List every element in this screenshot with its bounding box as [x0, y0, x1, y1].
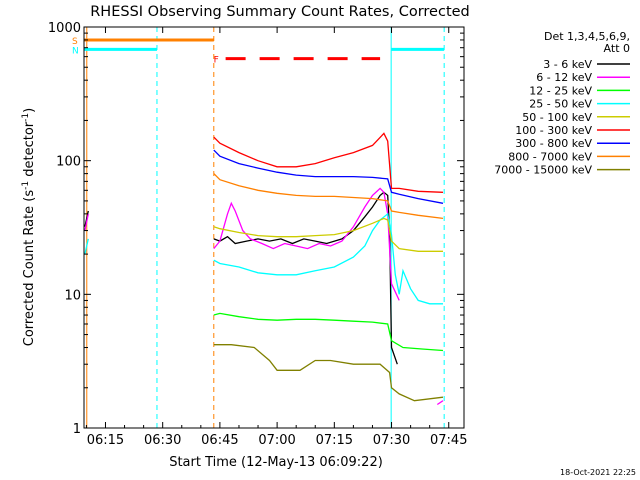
chart-title: RHESSI Observing Summary Count Rates, Co…	[90, 4, 470, 20]
x-tick-label-1: 06:30	[144, 433, 181, 448]
y-tick-label-3: 1000	[48, 21, 81, 36]
flag-label-2: F	[214, 56, 219, 66]
series-line-2-0	[213, 312, 444, 352]
y-axis-label-sup1: -1	[21, 181, 31, 190]
series-line-1-1	[213, 187, 400, 301]
series-line-6-0	[213, 149, 444, 204]
axis-layer: 06:15 06:30 06:45 07:00 07:15 07:30 07:45 1 10 10…	[48, 21, 468, 448]
series-line-3-1	[213, 212, 443, 305]
series-line-0-1	[213, 191, 398, 365]
x-tick-label-2: 06:45	[201, 433, 238, 448]
x-axis-label: Start Time (12-May-13 06:09:22)	[169, 455, 383, 470]
series-line-7-0	[213, 173, 444, 220]
legend-label-3: 25 - 50 keV	[529, 98, 592, 111]
legend-header-line-2: Att 0	[604, 42, 630, 55]
series-line-4-0	[213, 217, 443, 252]
y-tick-label-0: 1	[73, 422, 81, 437]
x-tick-label-6: 07:45	[430, 433, 467, 448]
y-axis-label-main: Corrected Count Rate (s	[22, 190, 37, 347]
data-layer: SN F	[72, 27, 445, 428]
plot-frame	[83, 26, 465, 429]
series-line-3-0	[84, 238, 89, 255]
legend-label-6: 300 - 800 keV	[515, 137, 592, 150]
y-axis-label-end: )	[22, 108, 37, 113]
legend-label-1: 6 - 12 keV	[536, 71, 592, 84]
legend-label-0: 3 - 6 keV	[543, 58, 592, 71]
flag-label-0: S	[72, 37, 78, 47]
legend-label-5: 100 - 300 keV	[515, 124, 592, 137]
y-tick-label-1: 10	[64, 288, 81, 303]
series-line-5-0	[213, 132, 444, 193]
legend-label-4: 50 - 100 keV	[522, 111, 592, 124]
legend-header-line-1: Det 1,3,4,5,6,9,	[544, 30, 630, 43]
x-tick-label-4: 07:15	[316, 433, 353, 448]
x-tick-label-5: 07:30	[373, 433, 410, 448]
legend-label-2: 12 - 25 keV	[529, 84, 592, 97]
footer-timestamp: 18-Oct-2021 22:25	[560, 468, 636, 477]
legend-label-8: 7000 - 15000 keV	[494, 164, 592, 177]
flag-label-1: N	[72, 46, 79, 56]
y-tick-label-2: 100	[56, 155, 81, 170]
x-tick-label-0: 06:15	[87, 433, 124, 448]
series-line-1-2	[436, 400, 444, 406]
y-axis-label: Corrected Count Rate (s-1 detector-1)	[21, 108, 37, 346]
series-line-1-0	[84, 213, 89, 231]
legend-label-7: 800 - 7000 keV	[508, 150, 592, 163]
y-axis-label-sup2: -1	[21, 113, 31, 122]
y-axis-label-mid: detector	[22, 121, 37, 181]
x-tick-label-3: 07:00	[258, 433, 295, 448]
series-line-8-0	[213, 344, 444, 402]
